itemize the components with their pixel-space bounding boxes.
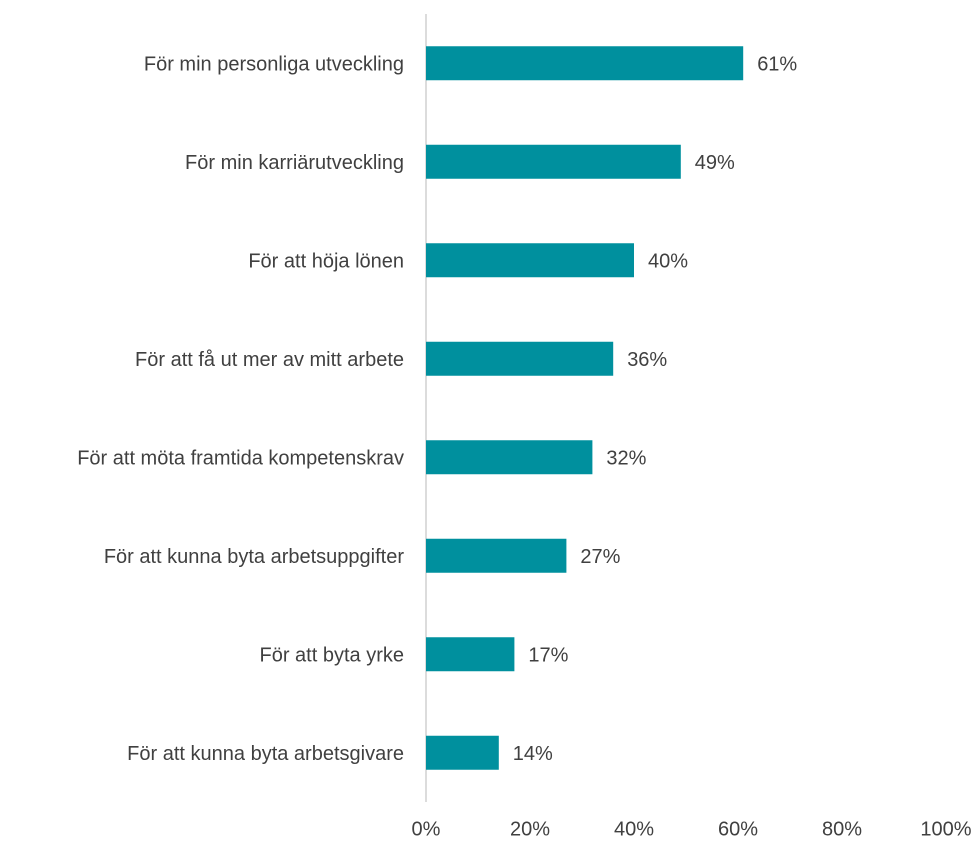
y-tick-label: För min personliga utveckling xyxy=(144,54,404,76)
bar xyxy=(426,735,499,770)
data-label: 32% xyxy=(606,448,646,470)
x-tick-label: 100% xyxy=(920,818,971,840)
bar xyxy=(426,144,681,179)
y-tick-label: För att få ut mer av mitt arbete xyxy=(135,349,404,371)
y-tick-label: För att byta yrke xyxy=(260,645,405,667)
y-tick-label: För min karriärutveckling xyxy=(185,152,404,174)
x-tick-label: 0% xyxy=(412,818,441,840)
x-tick-label: 80% xyxy=(822,818,862,840)
bar xyxy=(426,637,515,672)
data-label: 36% xyxy=(627,349,667,371)
bar xyxy=(426,538,567,573)
data-label: 14% xyxy=(513,743,553,765)
y-tick-label: För att kunna byta arbetsgivare xyxy=(127,743,404,765)
x-tick-label: 40% xyxy=(614,818,654,840)
data-label: 27% xyxy=(580,546,620,568)
data-label: 17% xyxy=(528,645,568,667)
y-tick-label: För att möta framtida kompetenskrav xyxy=(77,448,404,470)
data-label: 49% xyxy=(695,152,735,174)
x-tick-label: 60% xyxy=(718,818,758,840)
x-tick-label: 20% xyxy=(510,818,550,840)
bar xyxy=(426,341,614,376)
data-label: 40% xyxy=(648,251,688,273)
y-tick-label: För att höja lönen xyxy=(248,251,404,273)
bar xyxy=(426,440,593,475)
y-tick-label: För att kunna byta arbetsuppgifter xyxy=(104,546,405,568)
data-label: 61% xyxy=(757,54,797,76)
bar xyxy=(426,46,744,81)
bar xyxy=(426,243,634,278)
